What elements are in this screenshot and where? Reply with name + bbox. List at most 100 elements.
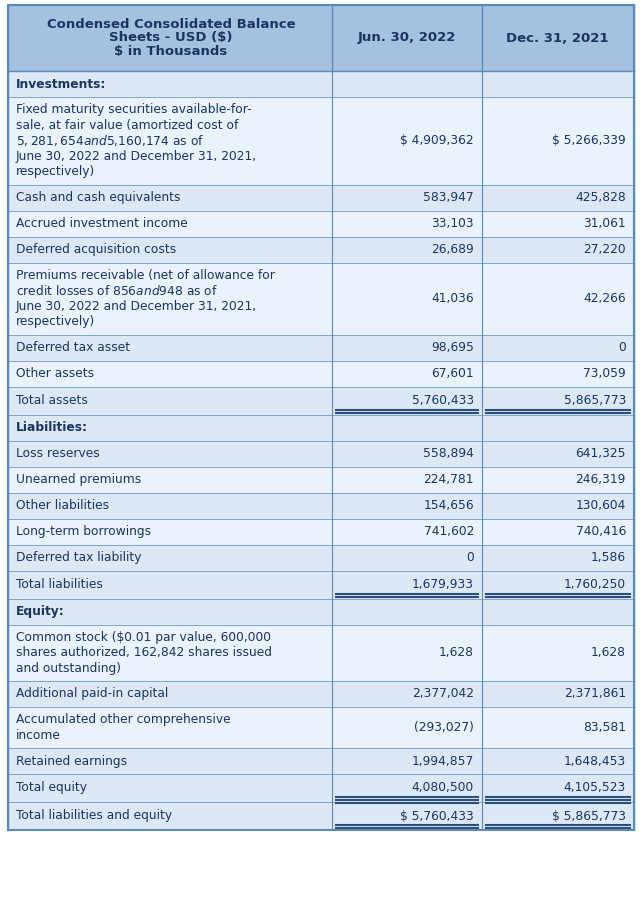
Text: 583,947: 583,947 (424, 191, 474, 204)
Bar (8, 519, 634, 544)
Text: 26,689: 26,689 (431, 243, 474, 256)
Text: June 30, 2022 and December 31, 2021,: June 30, 2022 and December 31, 2021, (16, 300, 257, 313)
Text: 1,586: 1,586 (591, 551, 626, 564)
Text: $ 5,266,339: $ 5,266,339 (552, 135, 626, 147)
Bar (8, 263, 634, 335)
Text: 0: 0 (618, 341, 626, 354)
Text: Deferred tax asset: Deferred tax asset (16, 341, 130, 354)
Text: 98,695: 98,695 (431, 341, 474, 354)
Text: 1,628: 1,628 (591, 646, 626, 659)
Text: Cash and cash equivalents: Cash and cash equivalents (16, 191, 180, 204)
Text: 1,994,857: 1,994,857 (412, 755, 474, 768)
Text: $ in Thousands: $ in Thousands (115, 45, 228, 58)
Text: $5,281,654 and $5,160,174 as of: $5,281,654 and $5,160,174 as of (16, 134, 204, 148)
Text: 2,371,861: 2,371,861 (564, 687, 626, 701)
Text: Unearned premiums: Unearned premiums (16, 473, 141, 486)
Text: Liabilities:: Liabilities: (16, 421, 88, 434)
Bar (8, 5, 634, 71)
Bar (8, 544, 634, 570)
Text: 5,760,433: 5,760,433 (412, 394, 474, 407)
Text: shares authorized, 162,842 shares issued: shares authorized, 162,842 shares issued (16, 646, 272, 659)
Text: 558,894: 558,894 (423, 447, 474, 460)
Text: 4,105,523: 4,105,523 (564, 781, 626, 794)
Bar (8, 598, 634, 625)
Text: Premiums receivable (net of allowance for: Premiums receivable (net of allowance fo… (16, 269, 275, 282)
Text: 33,103: 33,103 (431, 217, 474, 230)
Bar (8, 71, 634, 97)
Bar (8, 625, 634, 681)
Text: 224,781: 224,781 (424, 473, 474, 486)
Text: 740,416: 740,416 (575, 525, 626, 538)
Bar (8, 492, 634, 519)
Bar (8, 440, 634, 467)
Text: 0: 0 (467, 551, 474, 564)
Bar (8, 774, 634, 802)
Text: Fixed maturity securities available-for-: Fixed maturity securities available-for- (16, 103, 252, 116)
Text: 154,656: 154,656 (424, 499, 474, 512)
Text: credit losses of $856 and $948 as of: credit losses of $856 and $948 as of (16, 284, 218, 297)
Text: 31,061: 31,061 (584, 217, 626, 230)
Bar (8, 210, 634, 236)
Bar (8, 467, 634, 492)
Text: Loss reserves: Loss reserves (16, 447, 100, 460)
Text: 425,828: 425,828 (575, 191, 626, 204)
Bar (8, 748, 634, 774)
Text: 27,220: 27,220 (584, 243, 626, 256)
Text: income: income (16, 728, 61, 742)
Text: 67,601: 67,601 (431, 367, 474, 380)
Text: Dec. 31, 2021: Dec. 31, 2021 (506, 31, 608, 45)
Text: Total liabilities and equity: Total liabilities and equity (16, 810, 172, 823)
Text: respectively): respectively) (16, 166, 95, 178)
Text: Other assets: Other assets (16, 367, 94, 380)
Text: June 30, 2022 and December 31, 2021,: June 30, 2022 and December 31, 2021, (16, 150, 257, 163)
Text: Long-term borrowings: Long-term borrowings (16, 525, 151, 538)
Bar (8, 185, 634, 210)
Text: Deferred tax liability: Deferred tax liability (16, 551, 141, 564)
Text: 1,679,933: 1,679,933 (412, 578, 474, 591)
Text: Investments:: Investments: (16, 78, 106, 91)
Text: (293,027): (293,027) (414, 721, 474, 734)
Text: $ 5,865,773: $ 5,865,773 (552, 810, 626, 823)
Text: $ 4,909,362: $ 4,909,362 (401, 135, 474, 147)
Text: 2,377,042: 2,377,042 (412, 687, 474, 701)
Text: Sheets - USD ($): Sheets - USD ($) (109, 30, 233, 44)
Text: 83,581: 83,581 (583, 721, 626, 734)
Text: 246,319: 246,319 (575, 473, 626, 486)
Text: Total assets: Total assets (16, 394, 88, 407)
Text: 1,648,453: 1,648,453 (564, 755, 626, 768)
Text: Accumulated other comprehensive: Accumulated other comprehensive (16, 714, 230, 727)
Text: 73,059: 73,059 (583, 367, 626, 380)
Bar (8, 335, 634, 361)
Text: $ 5,760,433: $ 5,760,433 (400, 810, 474, 823)
Text: Total equity: Total equity (16, 781, 87, 794)
Text: Deferred acquisition costs: Deferred acquisition costs (16, 243, 176, 256)
Text: 1,760,250: 1,760,250 (564, 578, 626, 591)
Text: and outstanding): and outstanding) (16, 662, 121, 674)
Bar (8, 361, 634, 386)
Text: 4,080,500: 4,080,500 (412, 781, 474, 794)
Text: Other liabilities: Other liabilities (16, 499, 109, 512)
Text: Total liabilities: Total liabilities (16, 578, 103, 591)
Text: sale, at fair value (amortized cost of: sale, at fair value (amortized cost of (16, 119, 238, 132)
Bar (8, 802, 634, 830)
Text: 130,604: 130,604 (575, 499, 626, 512)
Text: Accrued investment income: Accrued investment income (16, 217, 188, 230)
Text: respectively): respectively) (16, 316, 95, 328)
Text: 5,865,773: 5,865,773 (564, 394, 626, 407)
Bar (8, 386, 634, 414)
Bar (8, 236, 634, 263)
Bar (8, 681, 634, 707)
Text: Retained earnings: Retained earnings (16, 755, 127, 768)
Text: Condensed Consolidated Balance: Condensed Consolidated Balance (47, 17, 295, 30)
Bar (8, 707, 634, 748)
Text: 42,266: 42,266 (584, 292, 626, 305)
Text: Additional paid-in capital: Additional paid-in capital (16, 687, 168, 701)
Text: 641,325: 641,325 (575, 447, 626, 460)
Text: Common stock ($0.01 par value, 600,000: Common stock ($0.01 par value, 600,000 (16, 630, 271, 644)
Text: Jun. 30, 2022: Jun. 30, 2022 (358, 31, 456, 45)
Text: 1,628: 1,628 (439, 646, 474, 659)
Bar (8, 414, 634, 440)
Bar (8, 97, 634, 185)
Bar (8, 570, 634, 598)
Text: Equity:: Equity: (16, 605, 65, 618)
